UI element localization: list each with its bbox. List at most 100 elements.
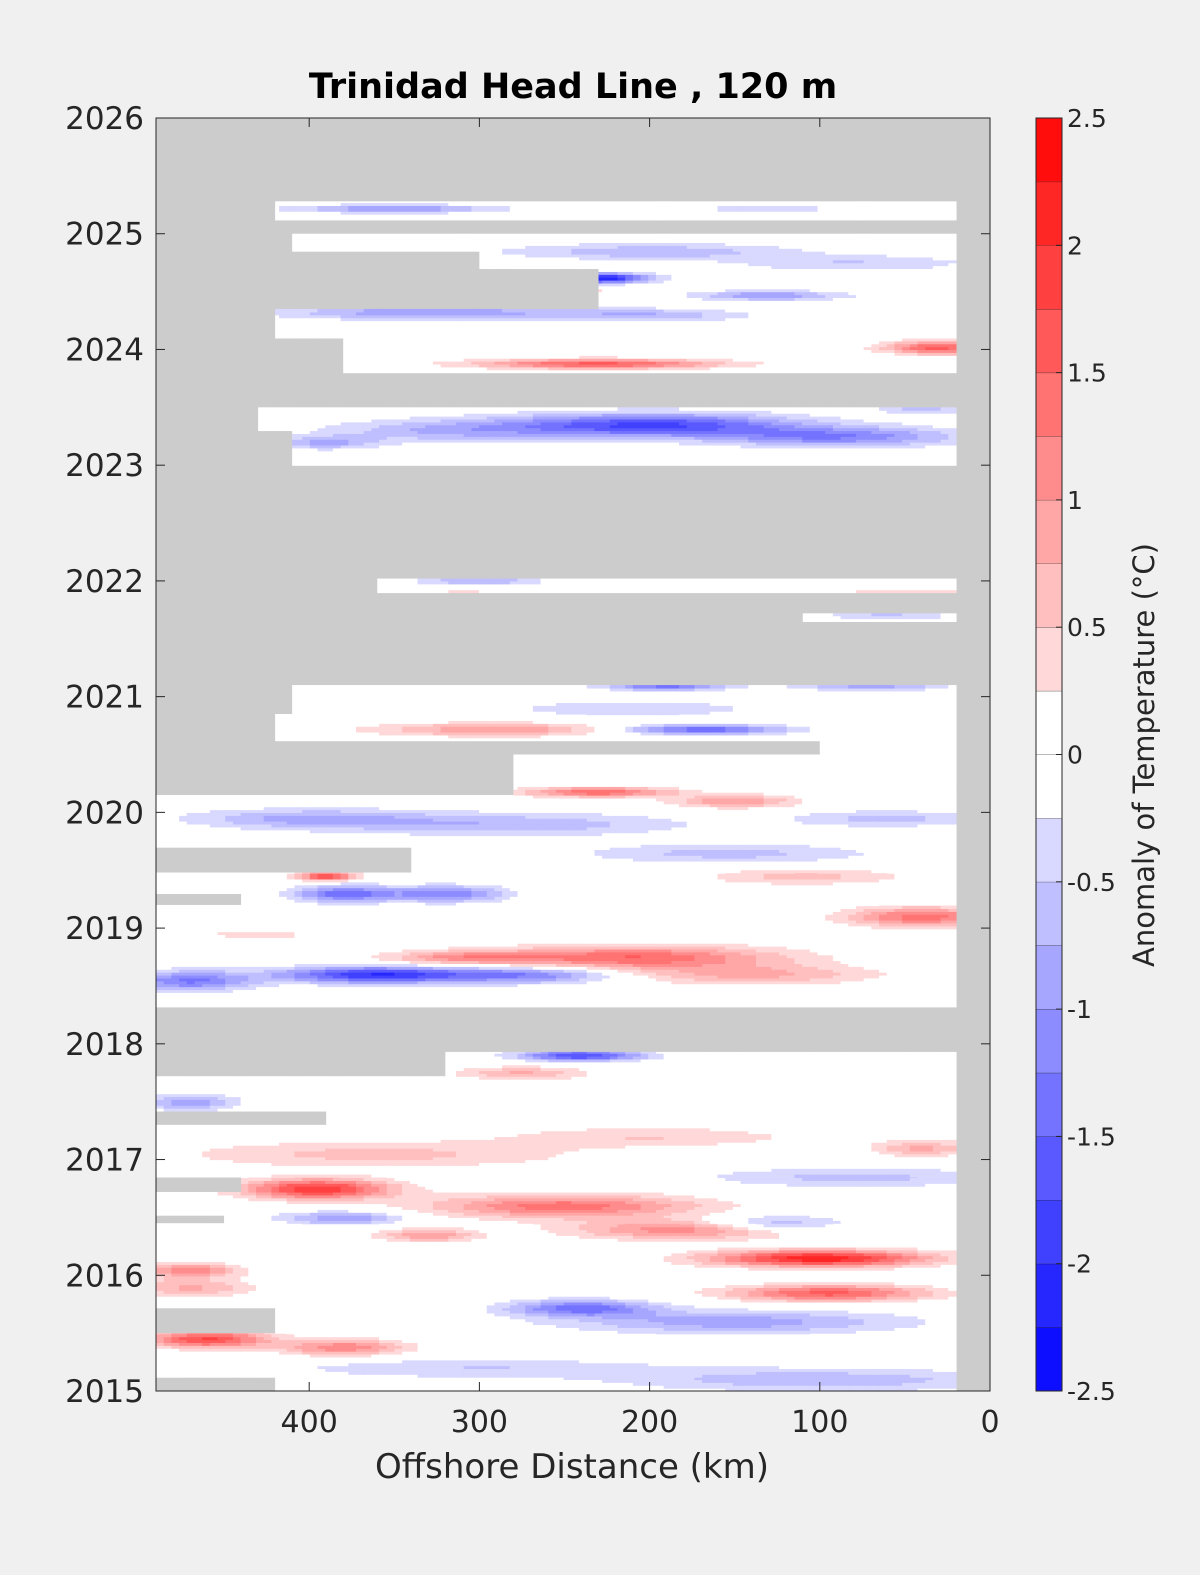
heatmap-cell (702, 1356, 711, 1361)
heatmap-cell (432, 1296, 442, 1300)
heatmap-cell (755, 1379, 765, 1383)
heatmap-cell (679, 1377, 688, 1381)
heatmap-cell (748, 1342, 757, 1346)
heatmap-cell (302, 1377, 311, 1381)
heatmap-cell (232, 1336, 242, 1341)
heatmap-cell (825, 1388, 834, 1392)
heatmap-cell (686, 1309, 696, 1314)
heatmap-cell (156, 1348, 165, 1352)
heatmap-cell (594, 1339, 603, 1343)
heatmap-cell (579, 1365, 588, 1370)
heatmap-cell (694, 1385, 703, 1389)
heatmap-cell (940, 1382, 949, 1386)
heatmap-cell (586, 1318, 596, 1323)
heatmap-cell (832, 1315, 842, 1320)
heatmap-cell (855, 1304, 865, 1309)
heatmap-cell (648, 1333, 657, 1338)
heatmap-cell (302, 1385, 311, 1389)
heatmap-cell (709, 1348, 719, 1352)
heatmap-cell (263, 1339, 272, 1343)
heatmap-cell (532, 1353, 542, 1358)
heatmap-cell (363, 1345, 372, 1349)
heatmap-cell (702, 1345, 711, 1349)
heatmap-cell (409, 1293, 419, 1297)
heatmap-cell (871, 1321, 880, 1326)
heatmap-cell (655, 1351, 665, 1355)
heatmap-cell (571, 1339, 580, 1343)
heatmap-cell (794, 1345, 803, 1349)
heatmap-cell (355, 1333, 365, 1338)
heatmap-cell (679, 1333, 688, 1338)
heatmap-cell (517, 1309, 526, 1314)
heatmap-cell (532, 1336, 542, 1341)
heatmap-cell (679, 1353, 688, 1358)
heatmap-cell (448, 1336, 457, 1341)
heatmap-cell (640, 1315, 649, 1320)
heatmap-cell (855, 1377, 865, 1381)
heatmap-cell (686, 1321, 696, 1326)
heatmap-cell (925, 1312, 934, 1317)
heatmap-cell (786, 1333, 796, 1338)
heatmap-cell (579, 1324, 588, 1328)
heatmap-cell (855, 1356, 865, 1361)
heatmap-cell (163, 1304, 172, 1309)
heatmap-cell (655, 1312, 665, 1317)
heatmap-cell (186, 1333, 196, 1338)
heatmap-cell (479, 1385, 488, 1389)
heatmap-cell (494, 1379, 503, 1383)
heatmap-cell (548, 1296, 557, 1300)
heatmap-cell (532, 1348, 542, 1352)
heatmap-cell (486, 1321, 496, 1326)
heatmap-cell (609, 1365, 619, 1370)
heatmap-cell (694, 1339, 703, 1343)
heatmap-cell (325, 1304, 334, 1309)
heatmap-cell (632, 1351, 642, 1355)
heatmap-cell (879, 1296, 888, 1300)
heatmap-cell (479, 1296, 488, 1300)
heatmap-cell (317, 1327, 326, 1331)
heatmap-cell (332, 1312, 342, 1317)
heatmap-cell (602, 1371, 611, 1375)
heatmap-cell (171, 1345, 180, 1349)
heatmap-cell (517, 1304, 526, 1309)
heatmap-cell (171, 1374, 180, 1378)
heatmap-cell (863, 1315, 872, 1320)
heatmap-cell (586, 1333, 596, 1338)
heatmap-cell (225, 1351, 234, 1355)
heatmap-cell (717, 1301, 726, 1306)
heatmap-cell (709, 1379, 719, 1383)
heatmap-cell (417, 1368, 426, 1372)
heatmap-cell (894, 1365, 903, 1370)
heatmap-cell (586, 1342, 596, 1346)
heatmap-cell (909, 1348, 919, 1352)
heatmap-cell (817, 1368, 826, 1372)
heatmap-cell (686, 1304, 696, 1309)
heatmap-cell (848, 1307, 857, 1311)
heatmap-cell (709, 1309, 719, 1314)
heatmap-cell (532, 1299, 542, 1303)
heatmap-cell (240, 1345, 249, 1349)
heatmap-cell (940, 1304, 949, 1309)
heatmap-cell (509, 1296, 519, 1300)
heatmap-cell (594, 1324, 603, 1328)
heatmap-cell (402, 1353, 411, 1358)
heatmap-cell (279, 1315, 288, 1320)
heatmap-cell (679, 1327, 688, 1331)
heatmap-cell (425, 1315, 434, 1320)
heatmap-cell (402, 1307, 411, 1311)
heatmap-cell (517, 1371, 526, 1375)
heatmap-cell (909, 1307, 919, 1311)
heatmap-cell (355, 1388, 365, 1392)
heatmap-cell (640, 1330, 649, 1334)
heatmap-cell (602, 1382, 611, 1386)
heatmap-cell (325, 1374, 334, 1378)
heatmap-cell (479, 1388, 488, 1392)
heatmap-cell (509, 1333, 519, 1338)
heatmap-cell (532, 1365, 542, 1370)
heatmap-cell (663, 1336, 672, 1341)
heatmap-cell (494, 1371, 503, 1375)
heatmap-cell (879, 1330, 888, 1334)
plot-area: 400 300 200 100 0 20152016201720182019202020… (65, 101, 999, 1440)
heatmap-cell (502, 1312, 511, 1317)
heatmap-cell (171, 1362, 180, 1367)
